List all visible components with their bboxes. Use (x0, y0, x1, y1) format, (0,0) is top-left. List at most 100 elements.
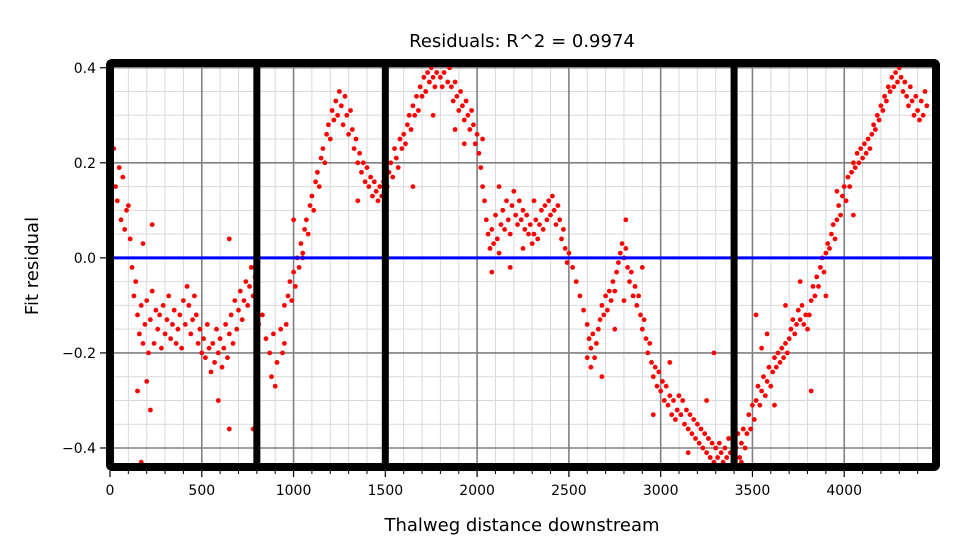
data-point (144, 298, 150, 303)
data-point (190, 317, 196, 323)
data-point (318, 155, 324, 161)
data-point (718, 450, 724, 456)
data-point (401, 131, 407, 137)
data-point (843, 198, 849, 204)
data-point (744, 431, 750, 437)
data-point (764, 379, 770, 384)
data-point (825, 241, 831, 247)
data-point (669, 412, 675, 418)
data-point (818, 265, 823, 270)
data-point (149, 288, 155, 294)
data-point (898, 74, 904, 80)
data-point (871, 122, 876, 128)
data-point (505, 217, 511, 223)
data-point (656, 369, 662, 375)
data-point (395, 165, 401, 171)
x-tick-label: 500 (188, 483, 215, 499)
data-point (900, 89, 906, 94)
data-point (862, 141, 867, 147)
data-point (373, 188, 379, 194)
data-point (803, 312, 809, 318)
data-point (784, 350, 790, 356)
data-point (531, 198, 537, 204)
data-point (783, 303, 788, 308)
data-point (717, 440, 722, 446)
data-point (702, 431, 708, 437)
data-point (125, 203, 131, 209)
data-point (902, 79, 908, 85)
data-point (403, 141, 408, 147)
data-point (522, 227, 528, 232)
data-point (601, 312, 607, 318)
data-point (546, 198, 552, 204)
data-point (155, 326, 161, 332)
data-point (750, 402, 755, 408)
data-point (854, 150, 860, 156)
data-point (419, 93, 425, 99)
data-point (740, 426, 746, 432)
data-point (195, 341, 201, 346)
data-point (849, 169, 854, 175)
data-point (148, 317, 153, 323)
data-point (869, 131, 875, 137)
data-point (884, 98, 889, 104)
data-point (790, 317, 796, 323)
data-point (511, 188, 517, 194)
data-point (628, 269, 634, 275)
data-point (590, 331, 596, 337)
data-point (704, 450, 709, 456)
data-point (140, 241, 146, 247)
data-point (553, 222, 559, 228)
data-point (392, 146, 397, 152)
data-point (271, 331, 276, 337)
data-point (135, 312, 140, 318)
data-point (524, 212, 530, 218)
data-point (144, 379, 150, 384)
data-point (557, 217, 563, 223)
data-point (469, 108, 474, 113)
data-point (388, 160, 394, 166)
data-point (775, 350, 781, 356)
x-tick-label: 1000 (276, 483, 312, 499)
data-point (526, 231, 531, 237)
data-point (860, 155, 865, 161)
data-point (230, 341, 236, 346)
data-point (285, 293, 291, 299)
data-point (599, 303, 605, 308)
data-point (289, 298, 295, 303)
data-point (830, 222, 836, 228)
data-point (858, 146, 864, 152)
data-point (287, 279, 293, 284)
data-point (493, 212, 498, 218)
data-point (269, 374, 274, 380)
data-point (893, 70, 898, 75)
data-point (852, 165, 858, 171)
data-point (188, 331, 194, 337)
data-point (175, 326, 181, 332)
data-point (370, 193, 375, 199)
data-point (827, 246, 832, 251)
data-point (131, 293, 137, 299)
data-point (581, 307, 586, 313)
data-point (234, 326, 240, 332)
data-point (739, 440, 744, 446)
data-point (555, 203, 561, 209)
data-point (527, 222, 533, 228)
data-point (539, 207, 544, 213)
data-point (605, 307, 610, 313)
data-point (667, 360, 673, 365)
data-point (272, 383, 278, 389)
data-point (159, 345, 164, 351)
data-point (349, 127, 355, 132)
data-point (449, 84, 454, 90)
data-point (832, 236, 838, 242)
data-point (305, 231, 311, 237)
data-point (695, 421, 700, 427)
data-point (696, 440, 702, 446)
data-point (168, 336, 174, 342)
data-point (173, 341, 179, 346)
data-point (564, 260, 570, 265)
data-point (638, 312, 643, 318)
data-point (192, 293, 197, 299)
data-point (676, 393, 682, 399)
